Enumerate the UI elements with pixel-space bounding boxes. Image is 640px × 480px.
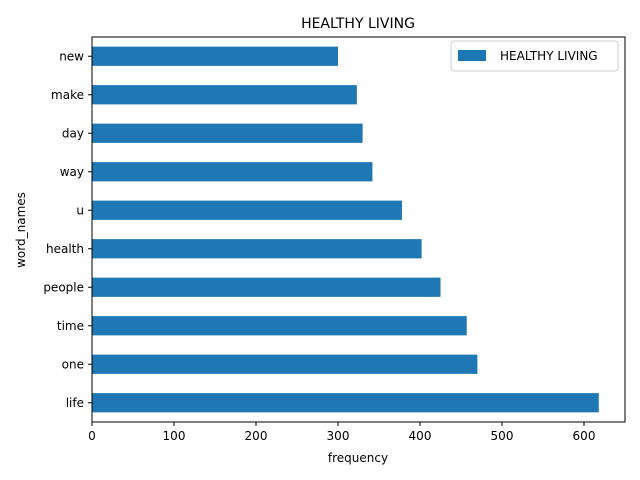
bar-time [92, 316, 467, 336]
bar-life [92, 393, 599, 413]
x-tick-label: 100 [163, 429, 186, 443]
x-axis-label: frequency [328, 451, 388, 465]
bar-u [92, 200, 402, 220]
plot-area: life one time people health u way day make new 0 10… [43, 36, 626, 443]
legend-box [450, 40, 619, 72]
y-tick-label: people [43, 280, 84, 294]
bar-way [92, 162, 373, 182]
y-tick-label: u [76, 203, 84, 217]
y-tick-label: new [59, 49, 84, 63]
legend: HEALTHY LIVING [450, 40, 619, 72]
x-tick-label: 300 [327, 429, 350, 443]
y-tick-label: make [51, 88, 84, 102]
y-axis-label: word_names [14, 192, 28, 268]
x-tick-label: 500 [491, 429, 514, 443]
y-tick-label: health [46, 242, 84, 256]
bar-day [92, 123, 363, 143]
x-tick-label: 0 [88, 429, 96, 443]
chart-title: HEALTHY LIVING [301, 16, 415, 32]
y-tick-label: life [66, 396, 84, 410]
y-tick-label: way [60, 165, 84, 179]
x-tick-label: 200 [245, 429, 268, 443]
axes-frame [91, 36, 626, 423]
bar-one [92, 354, 478, 374]
y-tick-label: time [57, 319, 84, 333]
x-tick-label: 400 [409, 429, 432, 443]
y-tick-label: day [62, 126, 84, 140]
legend-label: HEALTHY LIVING [500, 49, 598, 63]
x-tick-label: 600 [573, 429, 596, 443]
bar-people [92, 277, 441, 297]
y-tick-label: one [62, 357, 84, 371]
bar-new [92, 46, 338, 66]
bar-health [92, 239, 422, 259]
bar-make [92, 85, 357, 105]
legend-swatch [458, 50, 486, 61]
